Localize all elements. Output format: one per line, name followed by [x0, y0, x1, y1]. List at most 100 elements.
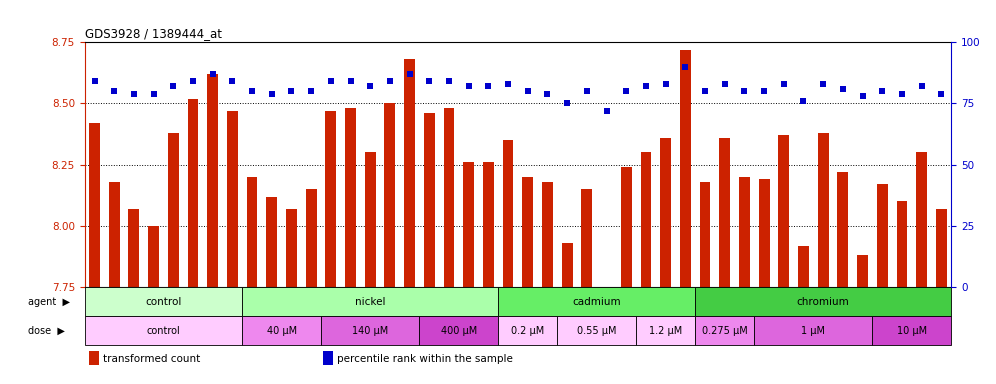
Bar — [916, 152, 927, 287]
Bar — [242, 316, 321, 345]
Bar — [483, 162, 494, 287]
Text: 140 μM: 140 μM — [353, 326, 388, 336]
Bar — [365, 152, 375, 287]
Bar — [498, 287, 695, 316]
Bar — [699, 182, 710, 287]
Bar — [522, 177, 533, 287]
Bar — [695, 316, 754, 345]
Bar — [503, 140, 514, 287]
Text: nickel: nickel — [355, 297, 385, 307]
Bar — [636, 316, 695, 345]
Point — [796, 98, 812, 104]
Point — [421, 78, 437, 84]
Point — [303, 88, 319, 94]
Bar — [424, 113, 434, 287]
Bar — [443, 108, 454, 287]
Bar — [89, 351, 100, 366]
Point — [776, 81, 792, 87]
Point — [913, 83, 929, 89]
Bar — [695, 287, 951, 316]
Text: 400 μM: 400 μM — [440, 326, 477, 336]
Text: 40 μM: 40 μM — [267, 326, 297, 336]
Point — [736, 88, 752, 94]
Bar — [872, 316, 951, 345]
Point — [323, 78, 339, 84]
Point — [500, 81, 516, 87]
Point — [520, 88, 536, 94]
Bar — [85, 287, 242, 316]
Point — [677, 64, 693, 70]
Bar — [582, 189, 593, 287]
Bar — [621, 167, 631, 287]
Bar — [463, 162, 474, 287]
Point — [657, 81, 673, 87]
Bar — [109, 182, 120, 287]
Point — [224, 78, 240, 84]
Bar — [719, 138, 730, 287]
Bar — [640, 152, 651, 287]
Bar — [754, 316, 872, 345]
Text: agent  ▶: agent ▶ — [28, 297, 71, 307]
Point — [874, 88, 890, 94]
Point — [185, 78, 201, 84]
Text: 0.2 μM: 0.2 μM — [511, 326, 545, 336]
Bar — [247, 177, 258, 287]
Bar — [384, 103, 395, 287]
Bar — [286, 209, 297, 287]
Point — [401, 71, 417, 77]
Bar — [798, 246, 809, 287]
Point — [717, 81, 733, 87]
Point — [87, 78, 103, 84]
Point — [855, 93, 871, 99]
Text: chromium: chromium — [797, 297, 850, 307]
Bar — [242, 287, 498, 316]
Bar — [896, 202, 907, 287]
Point — [815, 81, 831, 87]
Bar — [419, 316, 498, 345]
Bar — [323, 351, 334, 366]
Point — [145, 91, 161, 97]
Point — [244, 88, 260, 94]
Bar — [542, 182, 553, 287]
Point — [599, 108, 615, 114]
Bar — [345, 108, 356, 287]
Text: percentile rank within the sample: percentile rank within the sample — [337, 354, 513, 364]
Text: control: control — [145, 297, 181, 307]
Text: transformed count: transformed count — [103, 354, 200, 364]
Bar — [759, 179, 770, 287]
Bar — [227, 111, 238, 287]
Text: 1 μM: 1 μM — [802, 326, 826, 336]
Bar — [266, 197, 277, 287]
Bar — [306, 189, 317, 287]
Point — [461, 83, 477, 89]
Point — [125, 91, 141, 97]
Bar — [404, 60, 415, 287]
Text: dose  ▶: dose ▶ — [28, 326, 65, 336]
Text: 0.275 μM: 0.275 μM — [702, 326, 748, 336]
Point — [579, 88, 595, 94]
Bar — [660, 138, 671, 287]
Bar — [936, 209, 947, 287]
Point — [540, 91, 556, 97]
Point — [756, 88, 772, 94]
Bar — [876, 184, 887, 287]
Point — [480, 83, 496, 89]
Point — [894, 91, 910, 97]
Point — [441, 78, 457, 84]
Point — [697, 88, 713, 94]
Bar — [321, 316, 419, 345]
Point — [165, 83, 181, 89]
Bar — [558, 316, 636, 345]
Bar — [187, 99, 198, 287]
Bar — [778, 135, 789, 287]
Point — [619, 88, 634, 94]
Bar — [739, 177, 750, 287]
Bar — [89, 123, 100, 287]
Point — [933, 91, 949, 97]
Text: 1.2 μM: 1.2 μM — [649, 326, 682, 336]
Point — [264, 91, 280, 97]
Point — [381, 78, 397, 84]
Text: control: control — [146, 326, 180, 336]
Bar — [498, 316, 558, 345]
Bar — [326, 111, 337, 287]
